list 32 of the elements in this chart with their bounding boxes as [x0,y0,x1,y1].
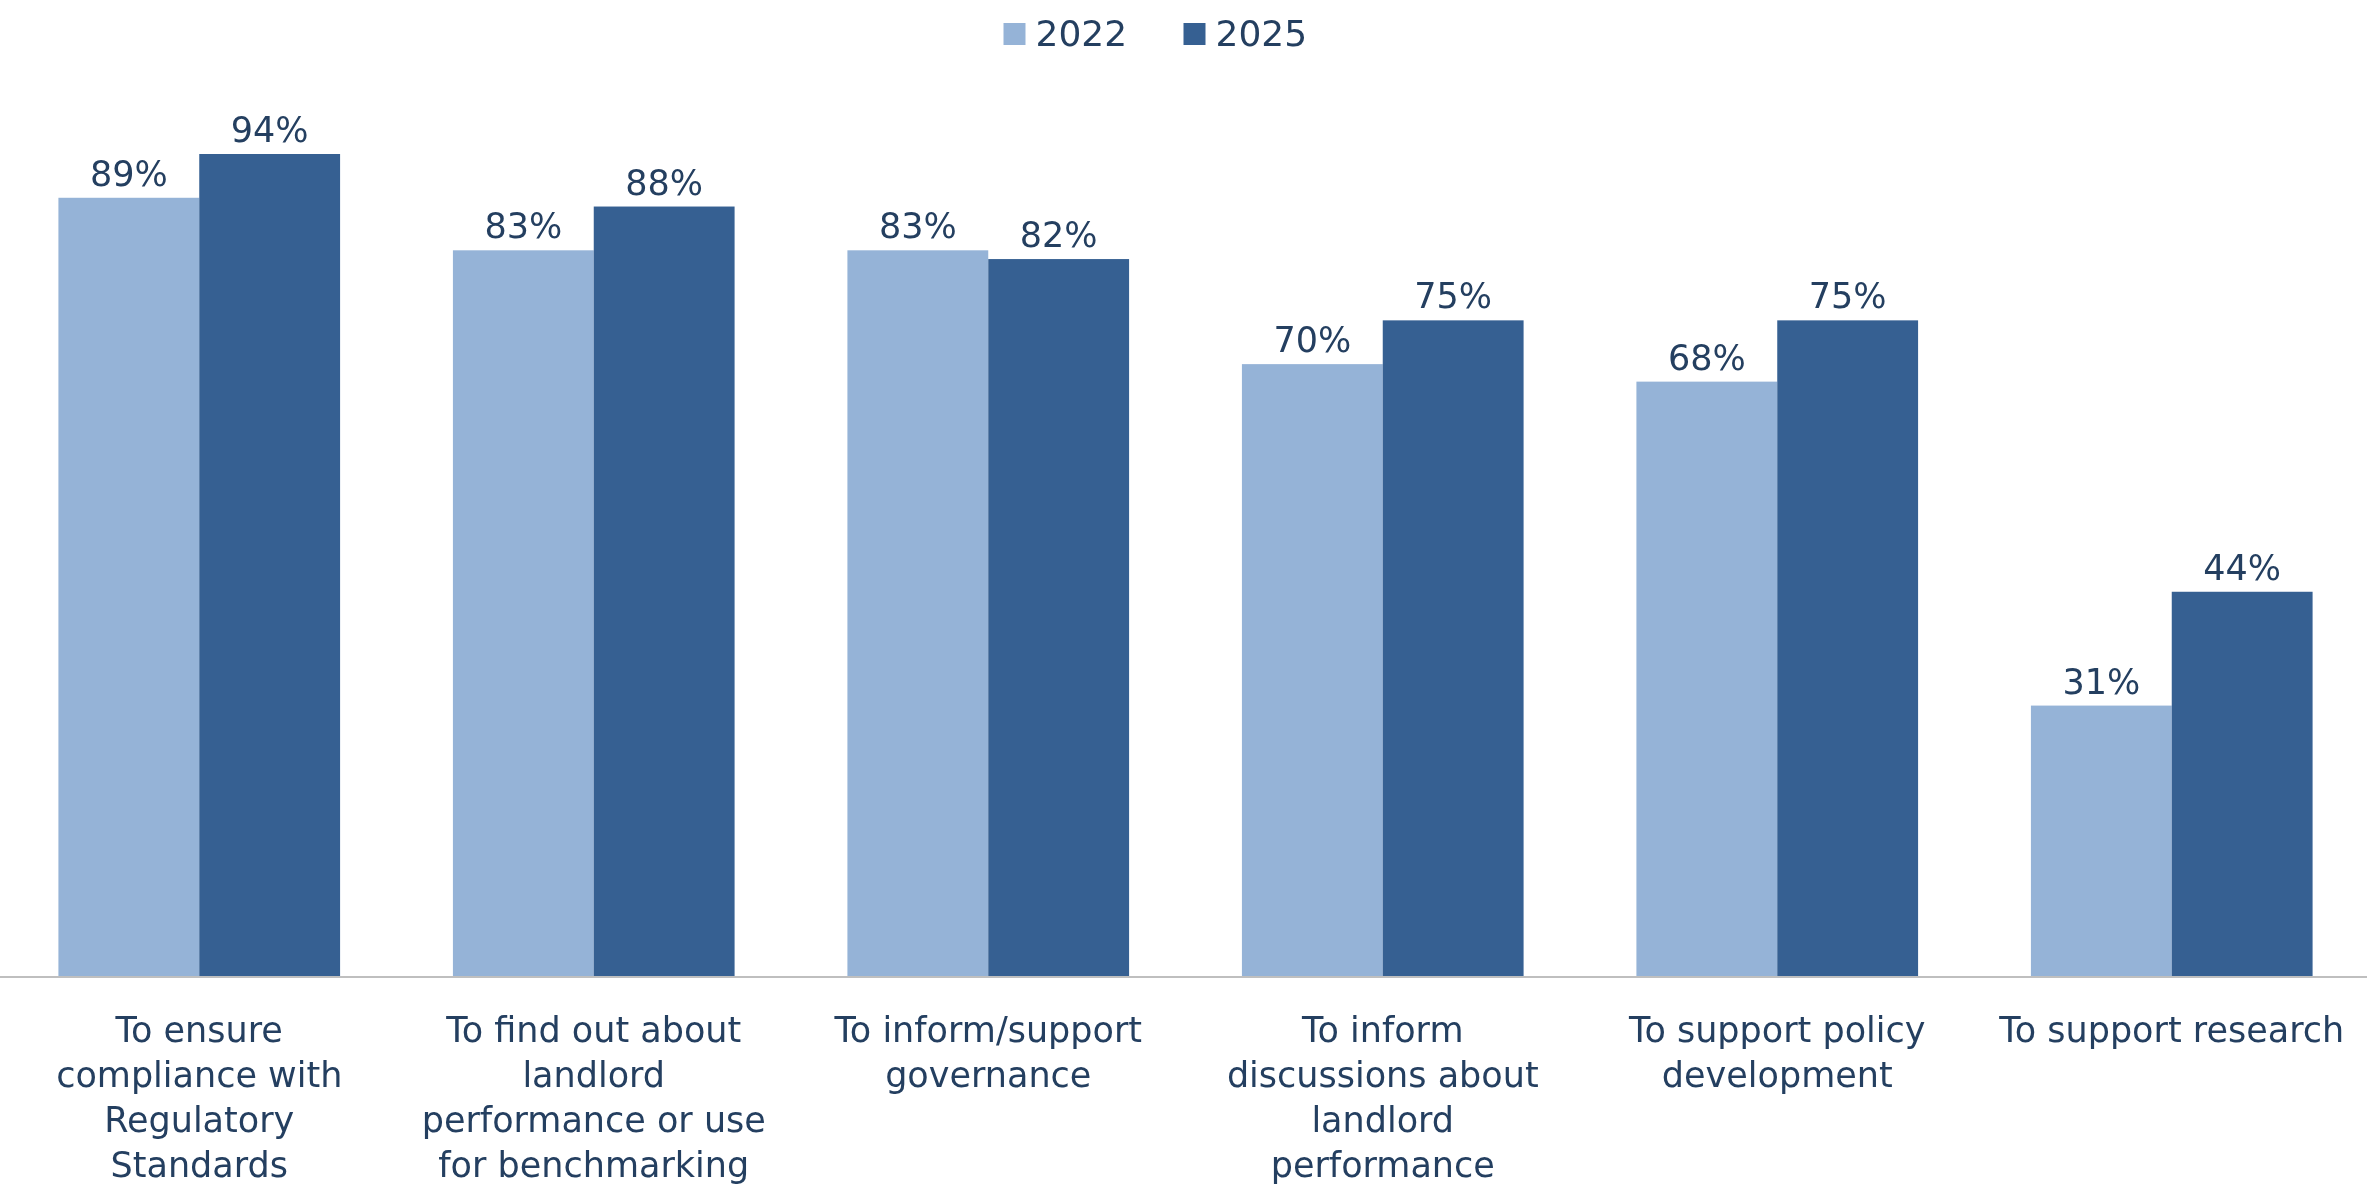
bar [593,206,735,977]
x-tick-label: To inform discussions about landlord performance [1226,1010,1539,1185]
bar [1777,320,1919,977]
data-label: 75% [1808,276,1887,317]
data-label: 82% [1019,215,1098,256]
x-tick-label: To find out about landlord performance or use for benchmarking [421,1010,766,1185]
x-tick-label: To support research [1998,1010,2345,1050]
bar [1382,320,1524,977]
data-label: 94% [230,110,309,150]
data-label: 88% [625,162,704,203]
bar [452,250,594,977]
legend-label: 2022 [1035,13,1128,54]
data-label: 31% [2062,661,2141,702]
bar [199,154,341,977]
data-label: 75% [1414,276,1493,317]
data-label: 83% [484,206,563,247]
data-label: 68% [1667,337,1746,378]
x-tick-label: To support policy development [1627,1010,1926,1095]
data-label: 83% [878,206,957,247]
data-label: 44% [2203,547,2282,588]
legend-label: 2025 [1215,13,1308,54]
x-tick-label: To ensure compliance with Regulatory Standards [56,1010,343,1185]
bar [2171,591,2313,977]
bar [2030,705,2172,977]
bar [988,259,1130,977]
data-label: 70% [1273,320,1352,361]
bar [58,197,200,977]
x-tick-label: To inform/support governance [833,1010,1143,1095]
data-label: 89% [89,153,168,194]
bar [1241,364,1383,977]
bar [1636,381,1778,977]
bar [847,250,989,977]
